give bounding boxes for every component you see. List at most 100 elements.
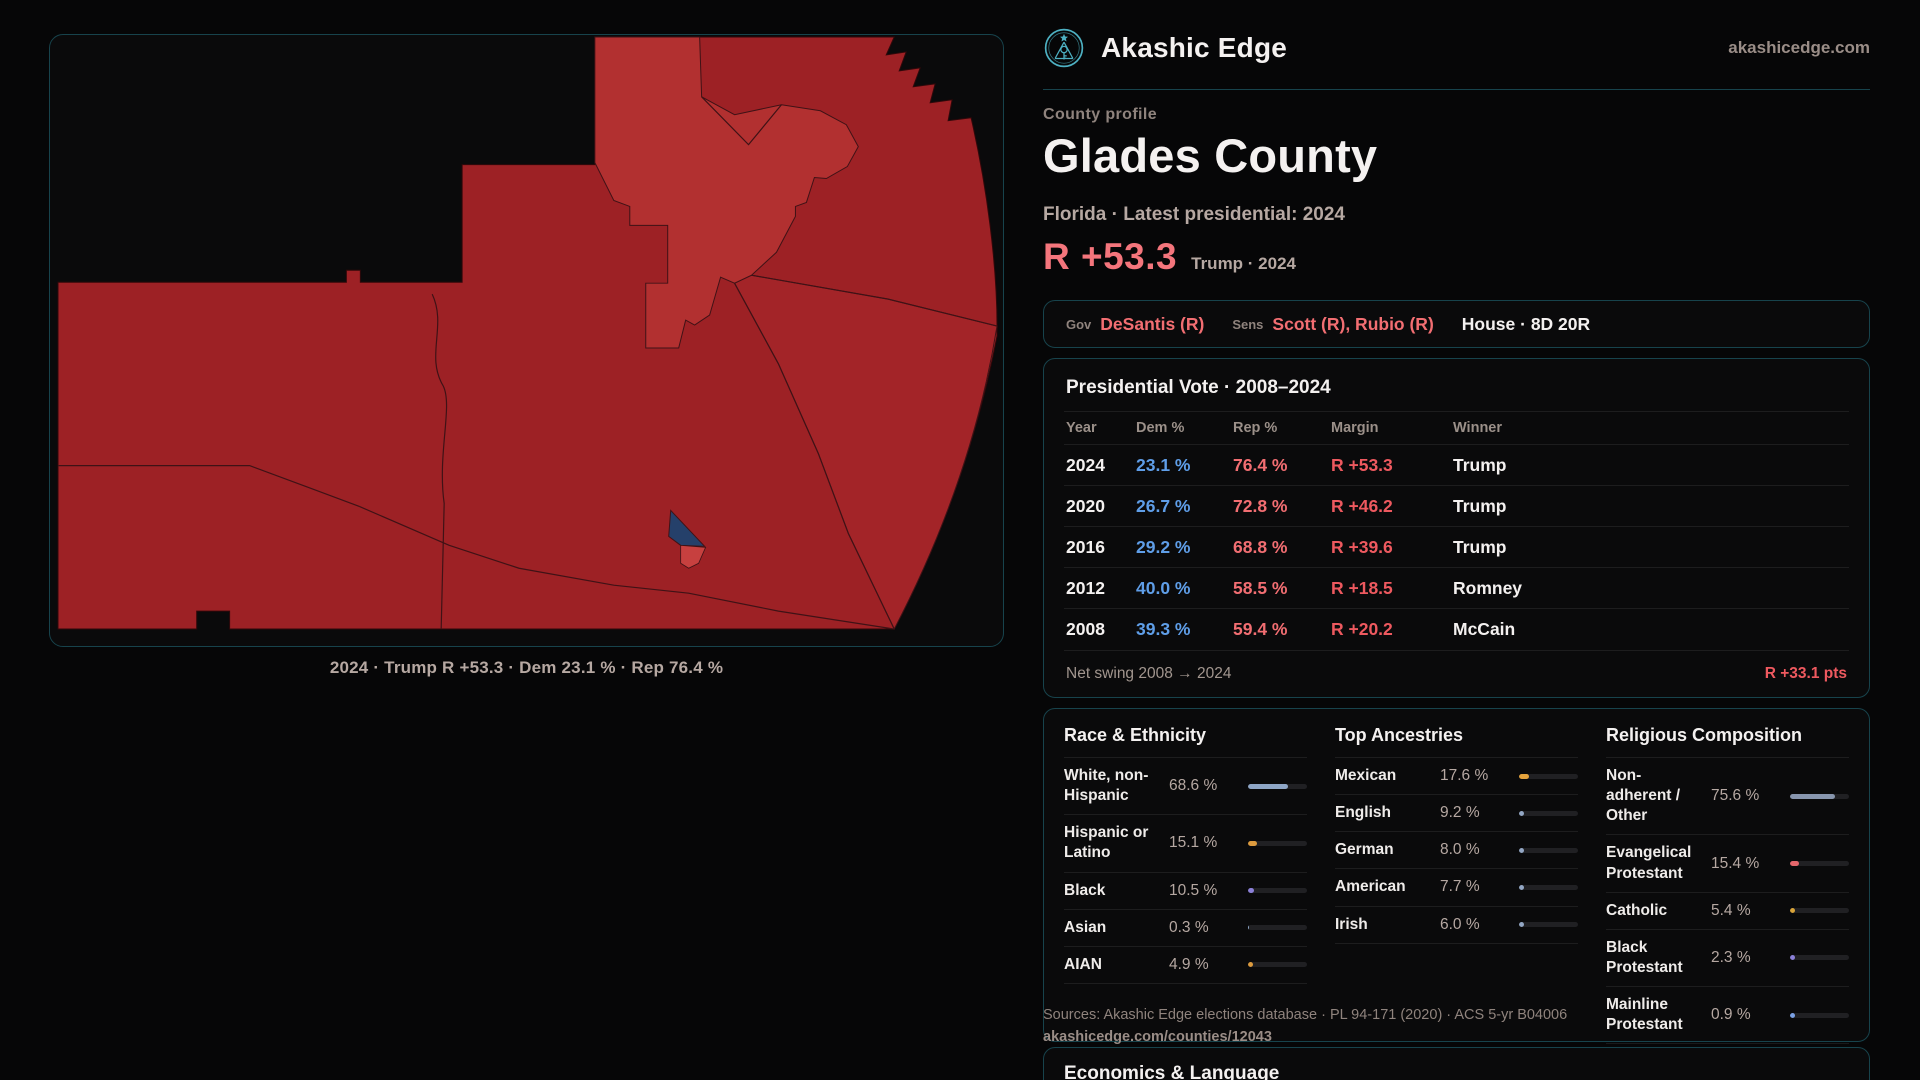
religious-composition-rows: Non-adherent / Other 75.6 % Evangelical Pr… bbox=[1606, 758, 1849, 1045]
stat-row: German 8.0 % bbox=[1335, 832, 1578, 870]
stat-bar-fill bbox=[1790, 861, 1800, 867]
county-map[interactable] bbox=[50, 35, 1003, 646]
stat-bar bbox=[1248, 840, 1307, 846]
stat-value: 9.2 % bbox=[1440, 804, 1480, 822]
vote-cell-winner: Romney bbox=[1453, 577, 1523, 598]
headline-margin: R +53.3 bbox=[1043, 236, 1178, 277]
stat-label: Black Protestant bbox=[1606, 938, 1683, 976]
sources-line: Sources: Akashic Edge elections database… bbox=[1043, 1007, 1568, 1023]
kicker: County profile bbox=[1043, 106, 1158, 123]
stat-label: AIAN bbox=[1064, 955, 1102, 973]
stat-row: White, non-Hispanic 68.6 % bbox=[1064, 758, 1307, 816]
stat-label: Catholic bbox=[1606, 901, 1668, 919]
col-dem: Dem % bbox=[1136, 420, 1185, 436]
vote-table-rows: 2024 23.1 % 76.4 % R +53.3 Trump 2020 26.7 % 72… bbox=[1064, 445, 1849, 650]
vote-cell-dem: 23.1 % bbox=[1136, 454, 1191, 475]
stat-row: Asian 0.3 % bbox=[1064, 910, 1307, 947]
stat-value: 15.1 % bbox=[1169, 834, 1218, 852]
brand-home-link[interactable]: Akashic Edge bbox=[1043, 27, 1287, 69]
precinct-rep-bright[interactable] bbox=[680, 544, 707, 569]
stat-label: Hispanic or Latino bbox=[1064, 824, 1149, 862]
stat-row: Non-adherent / Other 75.6 % bbox=[1606, 758, 1849, 836]
vote-cell-dem: 39.3 % bbox=[1136, 619, 1191, 639]
stat-bar bbox=[1519, 884, 1578, 890]
vote-table-title: Presidential Vote · 2008–2024 bbox=[1064, 375, 1849, 412]
vote-cell-margin: R +18.5 bbox=[1331, 577, 1393, 598]
col-winner: Winner bbox=[1453, 420, 1503, 436]
stat-bar-fill bbox=[1248, 888, 1255, 894]
stat-bar bbox=[1790, 793, 1849, 799]
vote-cell-winner: Trump bbox=[1453, 495, 1507, 516]
sens-value: Scott (R), Rubio (R) bbox=[1272, 313, 1434, 334]
stat-bar-fill bbox=[1519, 847, 1524, 853]
col-margin: Margin bbox=[1331, 420, 1379, 436]
stat-bar bbox=[1790, 908, 1849, 914]
stat-row: Irish 6.0 % bbox=[1335, 907, 1578, 944]
stat-bar-fill bbox=[1790, 793, 1835, 799]
col-rep: Rep % bbox=[1233, 420, 1278, 436]
vote-row-2008: 2008 39.3 % 59.4 % R +20.2 McCain bbox=[1064, 609, 1849, 650]
stat-row: Mexican 17.6 % bbox=[1335, 758, 1578, 796]
vote-cell-margin: R +20.2 bbox=[1331, 619, 1393, 639]
stat-label: Asian bbox=[1064, 918, 1107, 936]
stat-bar-fill bbox=[1790, 908, 1795, 914]
vote-cell-winner: McCain bbox=[1453, 619, 1516, 639]
stat-bar-fill bbox=[1519, 810, 1525, 816]
stat-label: English bbox=[1335, 804, 1391, 822]
stat-row: Black Protestant 2.3 % bbox=[1606, 930, 1849, 988]
stat-label: Mainline Protestant bbox=[1606, 996, 1683, 1034]
stat-bar bbox=[1248, 962, 1307, 968]
vote-cell-year: 2012 bbox=[1066, 577, 1105, 598]
vote-cell-dem: 26.7 % bbox=[1136, 495, 1191, 516]
stat-bar bbox=[1248, 925, 1307, 931]
vote-cell-year: 2016 bbox=[1066, 536, 1105, 557]
stat-row: Evangelical Protestant 15.4 % bbox=[1606, 835, 1849, 893]
stat-bar-fill bbox=[1248, 783, 1289, 789]
stat-value: 75.6 % bbox=[1711, 787, 1760, 805]
top-ancestries-rows: Mexican 17.6 % English 9.2 % German 8.0 % Amer… bbox=[1335, 758, 1578, 944]
county-profile-pane: Akashic Edge akashicedge.com County prof… bbox=[1043, 0, 1870, 1080]
presidential-vote-panel: Presidential Vote · 2008–2024 Year Dem %… bbox=[1043, 358, 1870, 698]
county-title: Glades County bbox=[1043, 129, 1378, 182]
stat-value: 17.6 % bbox=[1440, 767, 1489, 785]
vote-cell-year: 2008 bbox=[1066, 619, 1105, 639]
stat-value: 0.3 % bbox=[1169, 918, 1209, 936]
stat-row: English 9.2 % bbox=[1335, 795, 1578, 833]
stat-value: 15.4 % bbox=[1711, 854, 1760, 872]
net-swing-value: R +33.1 pts bbox=[1764, 665, 1847, 682]
stat-value: 68.6 % bbox=[1169, 777, 1218, 795]
stat-bar-fill bbox=[1519, 922, 1524, 928]
stat-row: American 7.7 % bbox=[1335, 869, 1578, 907]
stat-value: 5.4 % bbox=[1711, 901, 1751, 919]
vote-cell-rep: 72.8 % bbox=[1233, 495, 1288, 516]
vote-cell-rep: 58.5 % bbox=[1233, 577, 1288, 598]
race-ethnicity-column: Race & Ethnicity White, non-Hispanic 68.6… bbox=[1064, 725, 1307, 1044]
stat-bar-fill bbox=[1519, 884, 1524, 890]
religious-composition-column: Religious Composition Non-adherent / Oth… bbox=[1606, 725, 1849, 1045]
vote-row-2016: 2016 29.2 % 68.8 % R +39.6 Trump bbox=[1064, 527, 1849, 568]
stat-row: Hispanic or Latino 15.1 % bbox=[1064, 815, 1307, 873]
demographics-panel: Race & Ethnicity White, non-Hispanic 68.6… bbox=[1043, 708, 1870, 1045]
stat-label: Mexican bbox=[1335, 767, 1397, 784]
gov-value: DeSantis (R) bbox=[1100, 313, 1205, 334]
stat-value: 6.0 % bbox=[1440, 915, 1480, 933]
headline: R +53.3 Trump · 2024 bbox=[1043, 236, 1296, 278]
stat-bar bbox=[1790, 1012, 1849, 1018]
stat-bar bbox=[1519, 922, 1578, 928]
stat-label: Black bbox=[1064, 881, 1106, 899]
stat-row: Mainline Protestant 0.9 % bbox=[1606, 987, 1849, 1045]
site-domain-link[interactable]: akashicedge.com bbox=[1728, 37, 1870, 57]
stat-bar bbox=[1519, 810, 1578, 816]
sources: Sources: Akashic Edge elections database… bbox=[1043, 1005, 1643, 1048]
county-map-panel[interactable] bbox=[49, 34, 1004, 647]
stat-value: 8.0 % bbox=[1440, 841, 1480, 859]
headline-context: Trump · 2024 bbox=[1191, 254, 1296, 273]
stat-label: Irish bbox=[1335, 915, 1368, 933]
county-permalink[interactable]: akashicedge.com/counties/12043 bbox=[1043, 1029, 1272, 1046]
stat-bar-fill bbox=[1790, 1012, 1795, 1018]
vote-row-2020: 2020 26.7 % 72.8 % R +46.2 Trump bbox=[1064, 486, 1849, 527]
stat-value: 7.7 % bbox=[1440, 878, 1480, 896]
vote-cell-year: 2024 bbox=[1066, 454, 1105, 475]
vote-row-2012: 2012 40.0 % 58.5 % R +18.5 Romney bbox=[1064, 568, 1849, 609]
